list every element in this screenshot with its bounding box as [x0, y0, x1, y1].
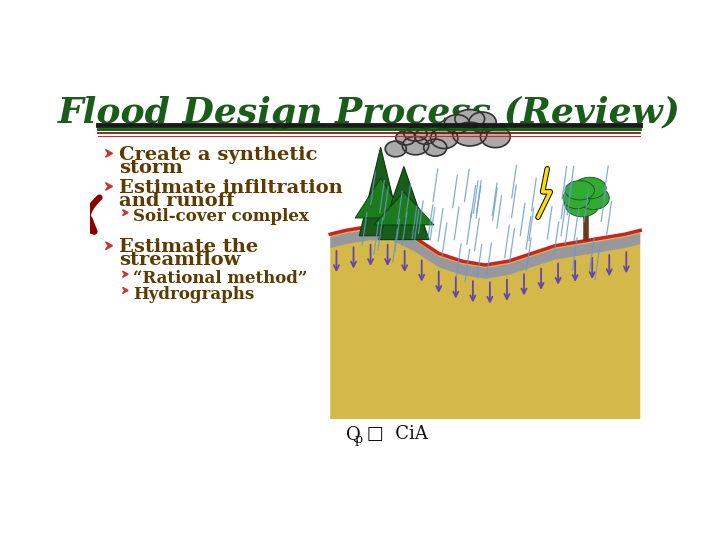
- Text: storm: storm: [120, 159, 184, 177]
- Polygon shape: [106, 242, 112, 249]
- Ellipse shape: [564, 190, 600, 217]
- Polygon shape: [379, 166, 429, 240]
- Ellipse shape: [565, 181, 595, 200]
- Text: □  CiA: □ CiA: [361, 426, 428, 443]
- Ellipse shape: [574, 177, 606, 199]
- FancyArrowPatch shape: [81, 198, 99, 232]
- Ellipse shape: [404, 127, 427, 141]
- Ellipse shape: [396, 131, 415, 145]
- Text: Estimate the: Estimate the: [120, 238, 258, 256]
- Text: p: p: [355, 433, 363, 446]
- Polygon shape: [122, 210, 128, 215]
- Text: Flood Design Process (Review): Flood Design Process (Review): [58, 96, 680, 130]
- Ellipse shape: [424, 139, 447, 156]
- Ellipse shape: [578, 186, 609, 210]
- Text: “Rational method”: “Rational method”: [133, 269, 307, 287]
- Text: Soil-cover complex: Soil-cover complex: [133, 208, 309, 225]
- Polygon shape: [106, 183, 112, 190]
- Ellipse shape: [431, 128, 458, 148]
- Polygon shape: [330, 226, 640, 419]
- Ellipse shape: [444, 114, 469, 133]
- Ellipse shape: [455, 110, 485, 128]
- Polygon shape: [106, 150, 112, 157]
- Ellipse shape: [480, 126, 510, 147]
- Polygon shape: [355, 178, 406, 218]
- Text: Create a synthetic: Create a synthetic: [120, 146, 318, 164]
- Text: streamflow: streamflow: [120, 251, 241, 269]
- Ellipse shape: [385, 141, 406, 157]
- Text: and runoff: and runoff: [120, 192, 235, 210]
- Ellipse shape: [469, 112, 496, 132]
- Ellipse shape: [402, 137, 428, 155]
- Polygon shape: [122, 287, 128, 294]
- Ellipse shape: [453, 122, 487, 146]
- Polygon shape: [374, 192, 434, 225]
- Text: Estimate infiltration: Estimate infiltration: [120, 179, 343, 197]
- Text: Q: Q: [346, 426, 361, 443]
- Text: Hydrographs: Hydrographs: [133, 286, 255, 303]
- Polygon shape: [330, 230, 640, 279]
- Polygon shape: [359, 147, 402, 236]
- Ellipse shape: [415, 129, 436, 144]
- Ellipse shape: [563, 187, 590, 209]
- Polygon shape: [122, 271, 128, 278]
